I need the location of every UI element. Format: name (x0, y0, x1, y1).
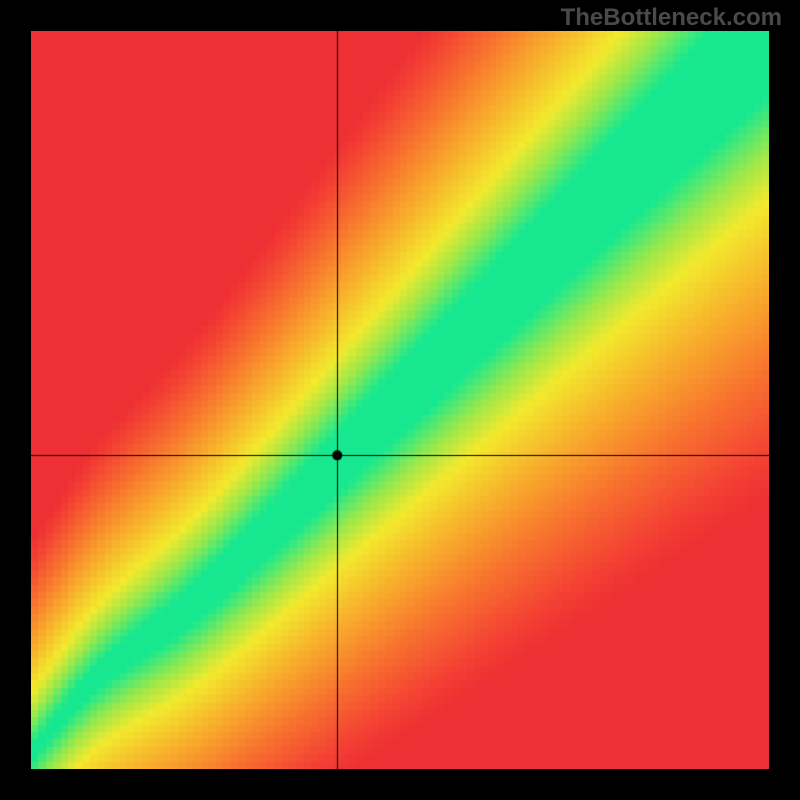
watermark-text: TheBottleneck.com (561, 4, 782, 32)
bottleneck-heatmap (31, 31, 769, 769)
